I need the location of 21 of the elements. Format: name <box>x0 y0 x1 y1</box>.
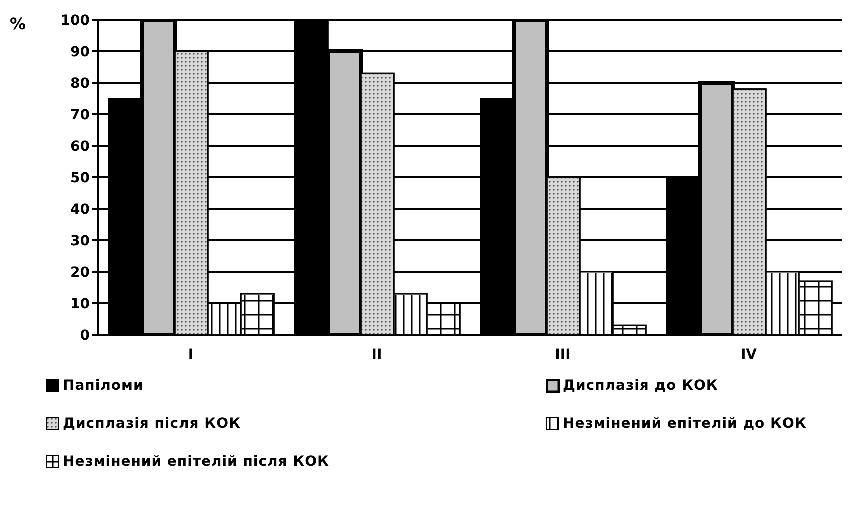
legend-label: Дисплазія до КОК <box>563 378 718 394</box>
x-tick-label: I <box>188 346 194 363</box>
x-tick-label: IV <box>740 346 758 363</box>
y-axis-title: % <box>10 14 26 34</box>
legend-label: Незмінений епітелій до КОК <box>563 416 807 432</box>
x-tick-label: II <box>372 346 382 363</box>
legend-label: Незмінений епітелій після КОК <box>63 454 330 470</box>
y-tick-label: 40 <box>70 202 90 218</box>
legend-label: Папіломи <box>63 378 144 394</box>
y-tick-label: 80 <box>70 76 90 92</box>
y-tick-label: 10 <box>70 296 90 312</box>
legend-label: Дисплазія після КОК <box>63 416 241 432</box>
y-tick-label: 90 <box>70 44 90 60</box>
x-tick-label: III <box>555 346 571 363</box>
y-tick-label: 70 <box>70 107 90 124</box>
y-tick-label: 60 <box>70 138 90 155</box>
y-tick-label: 100 <box>60 12 90 29</box>
y-tick-label: 0 <box>80 328 90 344</box>
y-tick-label: 20 <box>70 264 90 281</box>
y-tick-label: 50 <box>70 170 90 186</box>
y-tick-label: 30 <box>70 233 90 250</box>
